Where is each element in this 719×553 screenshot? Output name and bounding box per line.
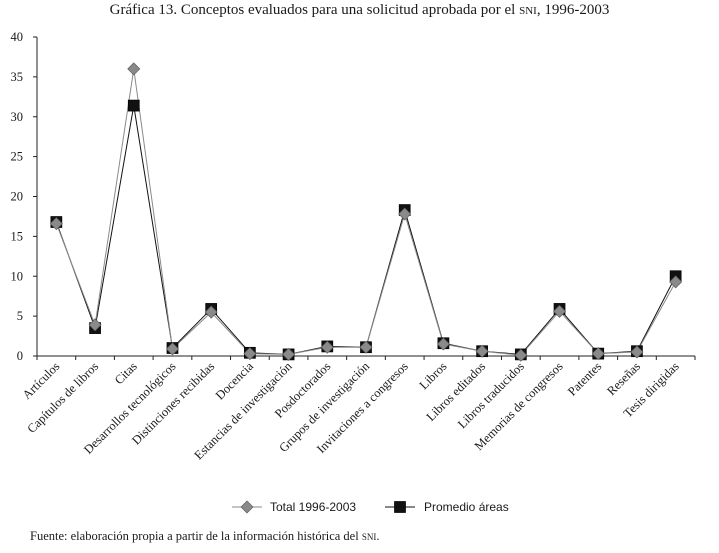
x-tick-label: Reseñas	[604, 359, 643, 398]
y-tick-label: 30	[11, 110, 24, 124]
legend: Total 1996-2003 Promedio áreas	[232, 500, 509, 514]
y-tick-label: 10	[11, 269, 24, 283]
source-note: Fuente: elaboración propia a partir de l…	[30, 529, 380, 543]
series-line-0	[55, 68, 677, 356]
total-point	[88, 318, 102, 332]
total-point	[204, 305, 218, 319]
x-tick-label: Libros traducidos	[455, 359, 527, 431]
y-tick-label: 25	[11, 150, 24, 164]
y-tick-label: 15	[11, 229, 24, 243]
y-tick-label: 5	[17, 309, 23, 323]
legend-label: Promedio áreas	[424, 500, 509, 514]
total-point	[320, 340, 334, 354]
x-tick-label: Capítulos de libros	[24, 359, 101, 436]
total-point	[243, 347, 257, 361]
x-tick-label: Citas	[112, 359, 140, 387]
total-point	[553, 304, 567, 318]
y-tick-label: 40	[11, 30, 24, 44]
total-point	[282, 347, 296, 361]
legend-swatch-marker	[394, 501, 406, 513]
total-point	[669, 275, 683, 289]
total-point	[127, 62, 141, 76]
total-point	[49, 217, 63, 231]
total-point	[475, 344, 489, 358]
x-tick-label: Patentes	[565, 359, 604, 398]
y-tick-label: 20	[11, 190, 24, 204]
total-point	[436, 337, 450, 351]
total-point	[514, 348, 528, 362]
y-tick-label: 0	[17, 349, 23, 363]
series-line-1	[55, 105, 677, 355]
total-point	[359, 340, 373, 354]
legend-label: Total 1996-2003	[270, 500, 356, 514]
total-point	[630, 345, 644, 359]
series-markers	[49, 62, 683, 362]
total-point	[398, 207, 412, 221]
y-axis-ticks: 0 5 10 15 20 25 30 35 40	[11, 30, 37, 363]
legend-swatch-marker	[240, 500, 254, 514]
total-point	[591, 347, 605, 361]
chart-title: Gráfica 13. Conceptos evaluados para una…	[109, 2, 610, 18]
x-tick-label: Libros	[417, 359, 450, 392]
series-lines	[55, 68, 677, 356]
y-tick-label: 35	[11, 70, 24, 84]
total-point	[165, 342, 179, 356]
promedio-point	[127, 99, 140, 112]
